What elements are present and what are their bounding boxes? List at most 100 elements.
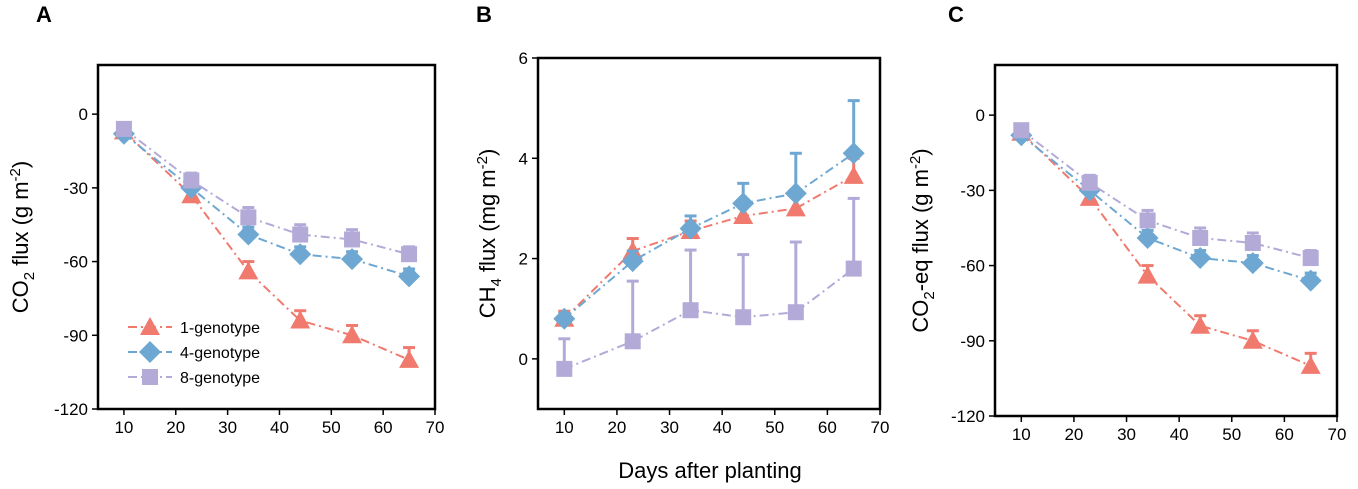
legend-marker-4-genotype — [139, 341, 161, 363]
data-point-8-genotype — [1139, 212, 1156, 229]
data-point-8-genotype — [1081, 174, 1098, 191]
data-point-8-genotype — [292, 226, 309, 243]
data-point-4-genotype — [842, 142, 865, 165]
data-point-4-genotype — [289, 243, 312, 266]
data-point-1-genotype — [1300, 355, 1321, 374]
data-point-1-genotype — [1190, 315, 1211, 334]
x-tick-label: 60 — [1275, 425, 1294, 444]
data-point-1-genotype — [1242, 330, 1263, 349]
x-tick-label: 10 — [114, 418, 133, 437]
y-tick-label: -30 — [960, 181, 985, 200]
chart-panel-b: B 0 2 4 6 10 20 30 40 50 60 70 CH4 flux (mg m-2) — [474, 2, 889, 437]
data-point-1-genotype — [342, 325, 363, 344]
y-tick-label: 6 — [519, 49, 528, 68]
x-tick-label: 60 — [374, 418, 393, 437]
data-point-1-genotype — [1137, 265, 1158, 284]
data-point-4-genotype — [621, 250, 644, 273]
data-point-8-genotype — [240, 209, 257, 226]
data-point-8-genotype — [401, 246, 418, 263]
data-point-4-genotype — [784, 182, 807, 205]
series-line-8-genotype — [563, 267, 855, 370]
data-point-1-genotype — [733, 205, 754, 224]
data-point-8-genotype — [735, 309, 752, 326]
data-point-4-genotype — [1299, 269, 1322, 292]
x-tick-label: 70 — [426, 418, 445, 437]
x-tick-label: 50 — [322, 418, 341, 437]
x-tick-label: 10 — [1012, 425, 1031, 444]
data-point-4-genotype — [398, 265, 421, 288]
y-tick-label: -120 — [54, 400, 88, 419]
x-tick-label: 60 — [818, 418, 837, 437]
data-point-8-genotype — [115, 120, 132, 137]
series-line-1-genotype — [123, 130, 410, 361]
data-point-4-genotype — [732, 192, 755, 215]
x-tick-label: 10 — [555, 418, 574, 437]
x-tick-label: 70 — [871, 418, 890, 437]
y-tick-label: 0 — [519, 350, 528, 369]
y-tick-label: -60 — [960, 257, 985, 276]
panel-letter: B — [476, 2, 492, 27]
data-point-4-genotype — [553, 307, 576, 330]
y-tick-label: -30 — [63, 179, 88, 198]
data-point-8-genotype — [344, 231, 361, 248]
legend-label-1-genotype: 1-genotype — [180, 320, 260, 337]
y-tick-label: -90 — [960, 332, 985, 351]
data-point-8-genotype — [1013, 122, 1030, 139]
series-line-4-genotype — [123, 133, 410, 278]
data-point-1-genotype — [399, 349, 420, 368]
data-point-8-genotype — [787, 304, 804, 321]
data-point-8-genotype — [624, 333, 641, 350]
data-point-4-genotype — [237, 223, 260, 246]
plot-frame — [993, 63, 1339, 418]
x-tick-label: 30 — [660, 418, 679, 437]
y-tick-label: 2 — [519, 250, 528, 269]
data-point-8-genotype — [556, 360, 573, 377]
data-point-4-genotype — [1241, 252, 1264, 275]
series-line-4-genotype — [563, 152, 855, 320]
x-tick-label: 40 — [270, 418, 289, 437]
data-point-8-genotype — [1244, 235, 1261, 252]
x-tick-label: 30 — [218, 418, 237, 437]
y-tick-label: 0 — [976, 106, 985, 125]
legend-marker-8-genotype — [142, 369, 158, 385]
legend-label-8-genotype: 8-genotype — [180, 370, 260, 387]
series-line-1-genotype — [1020, 131, 1312, 367]
data-point-1-genotype — [290, 310, 311, 329]
data-point-4-genotype — [341, 248, 364, 271]
y-axis-label: CO2-eq flux (g m-2) — [907, 148, 938, 332]
plot-frame — [536, 56, 882, 411]
data-point-1-genotype — [843, 165, 864, 184]
y-axis-label: CO2 flux (g m-2) — [7, 161, 38, 313]
chart-panel-c: C 0 -30 -60 -90 -120 10 20 30 40 50 60 70 CO2-eq flux… — [907, 2, 1346, 444]
x-tick-label: 70 — [1328, 425, 1347, 444]
data-point-1-genotype — [238, 261, 259, 280]
y-tick-label: -90 — [63, 326, 88, 345]
x-tick-label: 40 — [1170, 425, 1189, 444]
y-tick-label: -60 — [63, 253, 88, 272]
x-tick-label: 50 — [1222, 425, 1241, 444]
data-point-8-genotype — [682, 302, 699, 319]
data-point-8-genotype — [183, 172, 200, 189]
series-line-8-genotype — [123, 128, 410, 256]
series-line-4-genotype — [1020, 134, 1311, 282]
x-tick-label: 40 — [713, 418, 732, 437]
data-point-4-genotype — [1189, 247, 1212, 270]
chart-panel-a: A 0 -30 -60 -90 -120 10 20 30 40 50 60 70 CO2 flux (g… — [7, 2, 444, 437]
data-point-8-genotype — [845, 260, 862, 277]
y-axis-label: CH4 flux (mg m-2) — [474, 149, 505, 319]
y-tick-label: 0 — [79, 105, 88, 124]
legend-label-4-genotype: 4-genotype — [180, 345, 260, 362]
legend-marker-1-genotype — [140, 317, 160, 335]
panel-letter: A — [36, 2, 52, 27]
x-tick-label: 20 — [1064, 425, 1083, 444]
data-point-4-genotype — [679, 217, 702, 240]
series-line-1-genotype — [563, 174, 855, 320]
x-tick-label: 30 — [1117, 425, 1136, 444]
data-point-4-genotype — [1136, 226, 1159, 249]
data-point-8-genotype — [1302, 250, 1319, 267]
panel-letter: C — [948, 2, 964, 27]
series-line-8-genotype — [1020, 129, 1311, 260]
y-tick-label: 4 — [519, 149, 528, 168]
x-tick-label: 20 — [607, 418, 626, 437]
